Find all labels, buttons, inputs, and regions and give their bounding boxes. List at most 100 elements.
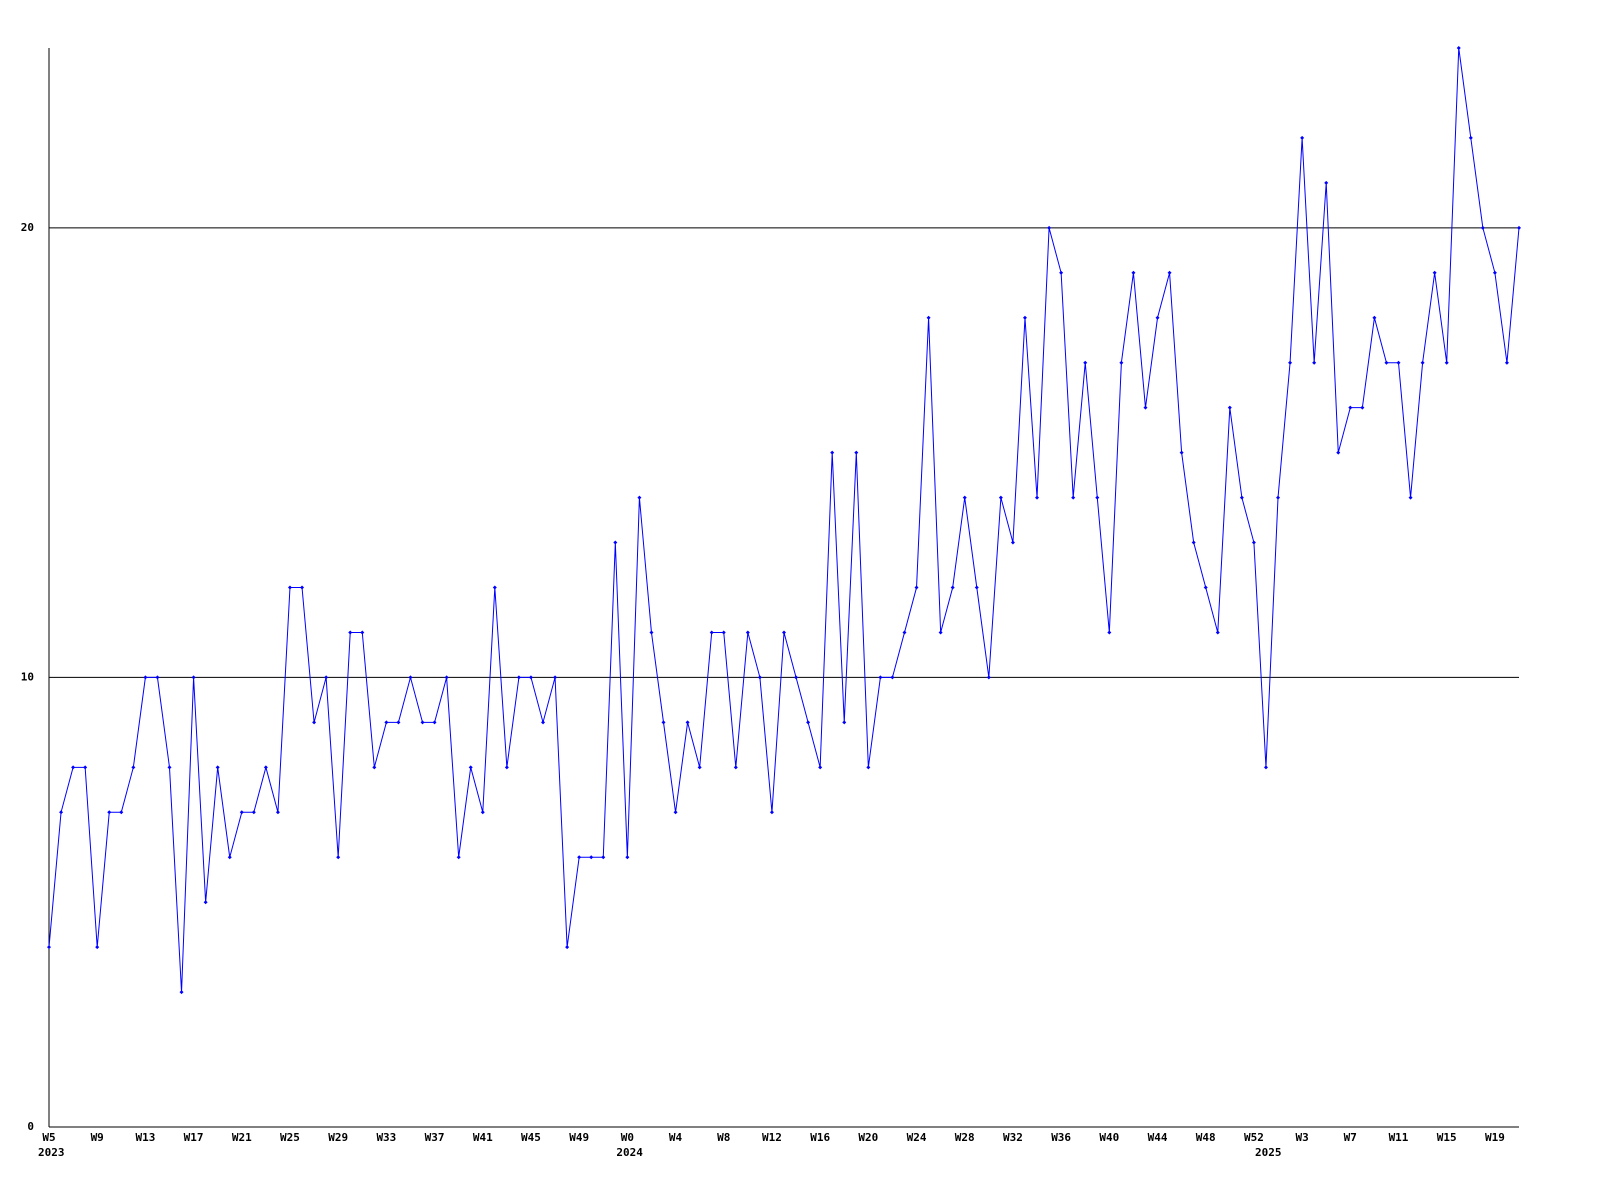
data-point bbox=[300, 585, 305, 590]
data-point bbox=[348, 630, 353, 635]
data-point bbox=[1071, 495, 1076, 500]
data-point bbox=[444, 675, 449, 680]
data-point bbox=[1263, 765, 1268, 770]
data-point bbox=[1167, 270, 1172, 275]
data-point bbox=[733, 765, 738, 770]
x-tick-label: W28 bbox=[955, 1131, 975, 1144]
data-point bbox=[432, 720, 437, 725]
data-point bbox=[1360, 405, 1365, 410]
data-point bbox=[541, 720, 546, 725]
x-tick-label: W21 bbox=[232, 1131, 252, 1144]
data-point bbox=[998, 495, 1003, 500]
data-point bbox=[1131, 270, 1136, 275]
data-point bbox=[697, 765, 702, 770]
data-point bbox=[480, 810, 485, 815]
data-point bbox=[1408, 495, 1413, 500]
data-point bbox=[1203, 585, 1208, 590]
data-point bbox=[794, 675, 799, 680]
data-point bbox=[1155, 315, 1160, 320]
data-point bbox=[1480, 225, 1485, 230]
x-tick-label: W0 bbox=[621, 1131, 634, 1144]
data-point bbox=[287, 585, 292, 590]
data-point bbox=[986, 675, 991, 680]
data-point bbox=[143, 675, 148, 680]
data-point bbox=[962, 495, 967, 500]
data-point bbox=[1384, 360, 1389, 365]
y-tick-label: 0 bbox=[27, 1120, 34, 1133]
data-point bbox=[203, 900, 208, 905]
data-point bbox=[1420, 360, 1425, 365]
x-tick-label: W40 bbox=[1099, 1131, 1119, 1144]
data-point bbox=[504, 765, 509, 770]
data-point bbox=[528, 675, 533, 680]
data-point bbox=[179, 990, 184, 995]
x-tick-label: W11 bbox=[1389, 1131, 1409, 1144]
data-point bbox=[1324, 180, 1329, 185]
data-point bbox=[1444, 360, 1449, 365]
data-point bbox=[1083, 360, 1088, 365]
data-point bbox=[1372, 315, 1377, 320]
data-point bbox=[516, 675, 521, 680]
data-point bbox=[456, 855, 461, 860]
data-point bbox=[1035, 495, 1040, 500]
data-point bbox=[1517, 225, 1521, 230]
data-point bbox=[1300, 135, 1305, 140]
x-tick-label: W37 bbox=[425, 1131, 445, 1144]
x-year-label: 2023 bbox=[38, 1146, 65, 1159]
data-point bbox=[950, 585, 955, 590]
data-point bbox=[577, 855, 582, 860]
data-point bbox=[1215, 630, 1220, 635]
data-point bbox=[71, 765, 76, 770]
x-tick-label: W32 bbox=[1003, 1131, 1023, 1144]
data-point bbox=[1492, 270, 1497, 275]
x-tick-label: W16 bbox=[810, 1131, 830, 1144]
data-point bbox=[1239, 495, 1244, 500]
data-point bbox=[492, 585, 497, 590]
data-point bbox=[673, 810, 678, 815]
data-point bbox=[842, 720, 847, 725]
data-point bbox=[1191, 540, 1196, 545]
data-point bbox=[95, 945, 100, 950]
x-tick-label: W29 bbox=[328, 1131, 348, 1144]
data-point bbox=[1276, 495, 1281, 500]
x-tick-label: W15 bbox=[1437, 1131, 1457, 1144]
x-tick-label: W41 bbox=[473, 1131, 493, 1144]
data-point bbox=[1107, 630, 1112, 635]
data-point bbox=[312, 720, 317, 725]
x-tick-label: W5 bbox=[42, 1131, 55, 1144]
data-point bbox=[553, 675, 558, 680]
data-point bbox=[1396, 360, 1401, 365]
x-tick-label: W12 bbox=[762, 1131, 782, 1144]
data-point bbox=[1336, 450, 1341, 455]
data-point bbox=[131, 765, 136, 770]
data-point bbox=[384, 720, 389, 725]
data-point bbox=[396, 720, 401, 725]
data-point bbox=[324, 675, 329, 680]
data-point bbox=[661, 720, 666, 725]
data-point bbox=[1456, 46, 1461, 50]
data-point bbox=[360, 630, 365, 635]
y-tick-label: 10 bbox=[21, 670, 34, 683]
data-point bbox=[251, 810, 256, 815]
x-tick-label: W49 bbox=[569, 1131, 589, 1144]
data-point bbox=[1179, 450, 1184, 455]
data-point bbox=[1288, 360, 1293, 365]
data-point bbox=[974, 585, 979, 590]
x-tick-label: W17 bbox=[184, 1131, 204, 1144]
data-point bbox=[890, 675, 895, 680]
data-point bbox=[59, 810, 64, 815]
data-point bbox=[745, 630, 750, 635]
data-point bbox=[649, 630, 654, 635]
data-point bbox=[818, 765, 823, 770]
x-tick-label: W44 bbox=[1148, 1131, 1168, 1144]
x-tick-label: W3 bbox=[1295, 1131, 1308, 1144]
data-point bbox=[468, 765, 473, 770]
data-point bbox=[565, 945, 570, 950]
data-point bbox=[275, 810, 280, 815]
data-point bbox=[1312, 360, 1317, 365]
data-point bbox=[926, 315, 931, 320]
data-point bbox=[83, 765, 88, 770]
data-point bbox=[1143, 405, 1148, 410]
